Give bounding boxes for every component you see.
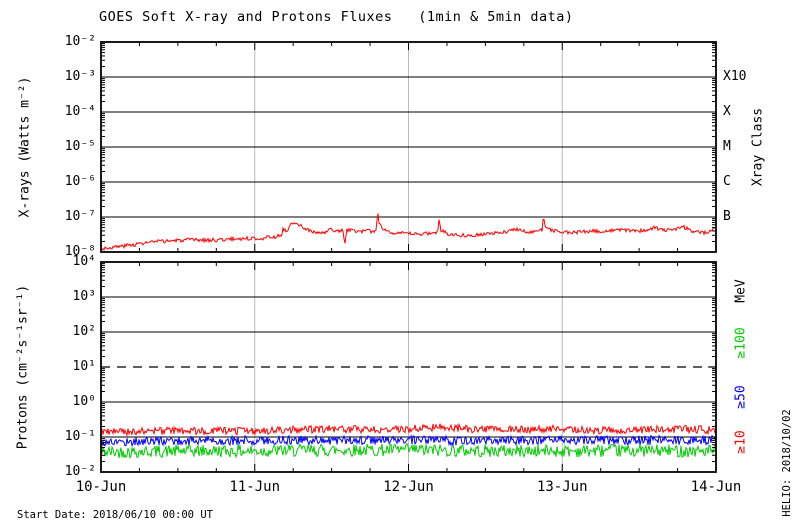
y-tick-label: 10⁻⁵ [64,139,96,154]
y-tick-label: 10⁻⁴ [64,104,96,119]
mev-axis-title: MeV [733,279,749,303]
y-tick-label: 10⁻⁷ [64,209,96,224]
y-tick-label: 10⁻⁶ [64,174,96,189]
x-tick-label: 10-Jun [75,479,127,495]
y-tick-label: 10⁰ [72,394,96,409]
xray-class-label-m: M [723,139,731,154]
y-tick-label: 10² [72,324,96,339]
xray-class-label-x10: X10 [723,69,747,84]
y-tick-label: 10⁻² [64,34,96,49]
panel-protons [100,261,717,473]
chart-title: GOES Soft X-ray and Protons Fluxes (1min… [99,9,574,25]
y-tick-label: 10⁻³ [64,69,96,84]
panel-xray [100,41,717,253]
trace-protons-ge-10MeV [100,422,717,437]
xray-class-label-b: B [723,209,731,224]
xray-class-label-c: C [723,174,731,189]
y-tick-label: 10⁻¹ [64,429,96,444]
protons-axis-label: Protons (cm⁻²s⁻¹sr⁻¹) [15,284,31,450]
y-tick-label: 10³ [72,289,96,304]
x-tick-label: 12-Jun [383,479,434,495]
x-tick-label: 11-Jun [229,479,281,495]
legend-ge100: ≥100 [733,326,749,359]
helio-credit-label: HELIO: 2018/10/02 [781,409,793,517]
trace-protons-ge-50MeV [100,434,717,448]
y-tick-label: 10⁻² [64,464,96,479]
y-tick-label: 10⁴ [72,254,96,269]
legend-ge50: ≥50 [733,385,749,409]
trace-protons-ge-100MeV [100,442,717,460]
x-tick-label: 13-Jun [536,479,588,495]
xray-class-label-x: X [723,104,731,119]
xray-axis-label: X-rays (Watts m⁻²) [17,76,33,218]
start-date-label: Start Date: 2018/06/10 00:00 UT [17,509,213,521]
y-tick-label: 10⁻⁸ [64,244,96,259]
xray-class-axis-title: Xray Class [750,107,766,187]
y-tick-label: 10¹ [72,359,96,374]
legend-ge10: ≥10 [733,430,749,454]
trace-goes-xray-long [100,213,717,252]
x-tick-label: 14-Jun [690,479,742,495]
